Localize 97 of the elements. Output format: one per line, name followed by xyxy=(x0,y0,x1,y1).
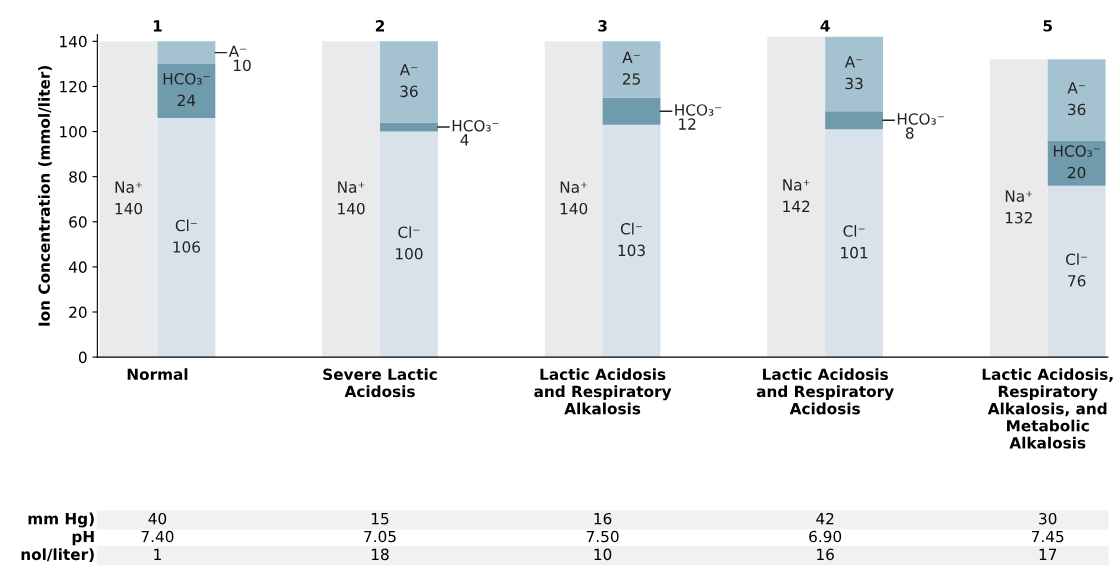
bar xyxy=(1047,140,1106,186)
data-label: 4 xyxy=(460,134,469,146)
data-label: 33 xyxy=(845,77,863,90)
text: Cl⁻ xyxy=(1066,253,1088,266)
y-axis-title: Ion Concentration (mmol/liter) xyxy=(38,65,52,326)
text: 3 xyxy=(598,20,607,32)
bar xyxy=(380,131,438,358)
text: 18 xyxy=(371,548,389,561)
bar xyxy=(544,41,603,358)
series-label: A⁻ xyxy=(622,51,640,63)
data-label: 103 xyxy=(618,244,645,257)
bar xyxy=(380,122,438,132)
text: 42 xyxy=(816,512,834,525)
text: pH xyxy=(72,530,94,546)
bar xyxy=(157,41,216,64)
text: 1 xyxy=(153,20,162,32)
text: 7.50 xyxy=(586,530,619,543)
text: 2 xyxy=(375,20,384,32)
text: A⁻ xyxy=(399,64,418,76)
bar xyxy=(825,36,884,112)
series-label: HCO₃⁻ xyxy=(1053,145,1100,157)
text: 7.45 xyxy=(1031,530,1064,543)
text: 16 xyxy=(594,512,612,525)
bar xyxy=(825,111,884,130)
text: 4 xyxy=(820,20,830,32)
text: 16 xyxy=(817,548,834,561)
bar xyxy=(602,97,661,125)
bar xyxy=(767,36,826,358)
data-label: 25 xyxy=(622,73,640,85)
data-label: 24 xyxy=(177,94,196,106)
y-tick-label: 40 xyxy=(68,261,87,273)
y-tick-label: 120 xyxy=(60,80,87,93)
series-label: Cl⁻ xyxy=(620,222,642,235)
bar xyxy=(380,41,438,123)
text: Cl⁻ xyxy=(843,225,865,237)
text: 6.90 xyxy=(809,530,842,543)
data-label: 106 xyxy=(173,241,200,253)
x-tick-label: Severe Lactic Acidosis xyxy=(323,368,437,398)
bar xyxy=(989,59,1048,358)
y-tick-label: 0 xyxy=(78,351,87,364)
text: HCO₃⁻ xyxy=(897,113,944,125)
text: 40 xyxy=(148,512,167,525)
text: 15 xyxy=(371,513,389,525)
x-tick-label: Normal xyxy=(127,368,188,381)
x-tick-label: Lactic Acidosis, Respiratory Alkalosis, and Metabolic Alkalosis xyxy=(982,368,1113,449)
bar xyxy=(602,124,661,358)
text: Cl⁻ xyxy=(398,226,420,238)
data-label: 100 xyxy=(396,247,423,260)
data-label: 142 xyxy=(783,200,810,212)
data-label: 140 xyxy=(560,202,588,215)
x-tick-label: Lactic Acidosis and Respiratory Acidosis xyxy=(756,368,894,415)
text: 7.05 xyxy=(364,530,396,543)
bar xyxy=(157,63,216,119)
text: Na⁺ xyxy=(1005,190,1033,202)
text: 10 xyxy=(594,548,612,561)
bar xyxy=(1047,185,1106,358)
data-label: 101 xyxy=(841,246,868,259)
text: Na⁺ xyxy=(560,181,588,193)
y-tick-label: 60 xyxy=(69,216,87,228)
text: 17 xyxy=(1039,548,1057,560)
text: A⁻ xyxy=(228,45,247,57)
text: nol/liter) xyxy=(21,548,94,562)
y-tick-label: 80 xyxy=(69,171,87,183)
bar xyxy=(1047,59,1106,141)
y-tick-label: 100 xyxy=(60,126,87,138)
data-label: 132 xyxy=(1005,211,1032,224)
text: Na⁺ xyxy=(115,181,142,193)
text: mm Hg) xyxy=(28,512,94,528)
text: Cl⁻ xyxy=(175,219,197,232)
data-label: 12 xyxy=(679,118,696,130)
text: HCO₃⁻ xyxy=(675,104,722,116)
data-label: 76 xyxy=(1068,275,1086,287)
data-label: 140 xyxy=(338,202,365,215)
data-label: 36 xyxy=(1068,103,1086,116)
bar xyxy=(157,118,216,358)
data-label: 140 xyxy=(115,202,143,215)
x-tick-label: Lactic Acidosis and Respiratory Alkalosis xyxy=(534,368,672,415)
text: 1 xyxy=(154,548,161,560)
text: 7.40 xyxy=(141,530,174,543)
text: 5 xyxy=(1043,20,1052,32)
y-tick-label: 20 xyxy=(69,306,87,319)
data-label: 10 xyxy=(233,59,251,72)
text: 30 xyxy=(1039,512,1057,525)
text: A⁻ xyxy=(1067,82,1085,94)
data-label: 36 xyxy=(400,85,418,98)
bar xyxy=(825,129,884,358)
bar xyxy=(602,41,661,98)
data-label: 20 xyxy=(1068,166,1086,179)
text: HCO₃⁻ xyxy=(163,73,210,85)
text: A⁻ xyxy=(844,56,863,68)
text: HCO₃⁻ xyxy=(452,119,499,132)
bar xyxy=(322,41,381,358)
series-label: Na⁺ xyxy=(338,181,365,193)
bar xyxy=(99,41,158,358)
text: Na⁺ xyxy=(783,179,810,191)
y-tick-label: 140 xyxy=(60,35,87,48)
data-label: 8 xyxy=(905,127,914,139)
